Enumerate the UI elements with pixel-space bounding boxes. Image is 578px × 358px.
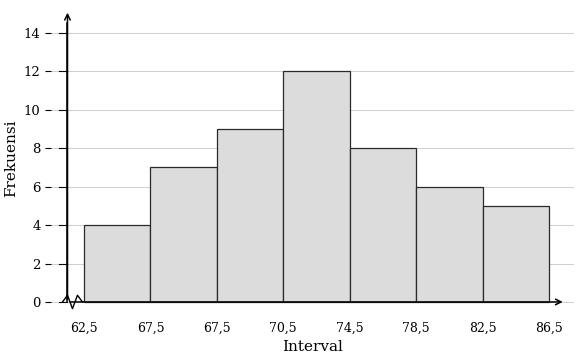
Bar [217, 129, 283, 302]
X-axis label: Interval: Interval [282, 340, 343, 354]
Bar [150, 168, 217, 302]
Bar [350, 148, 416, 302]
Bar [283, 71, 350, 302]
Bar [483, 206, 549, 302]
Bar [84, 225, 150, 302]
Bar [416, 187, 483, 302]
Y-axis label: Frekuensi: Frekuensi [4, 119, 18, 197]
